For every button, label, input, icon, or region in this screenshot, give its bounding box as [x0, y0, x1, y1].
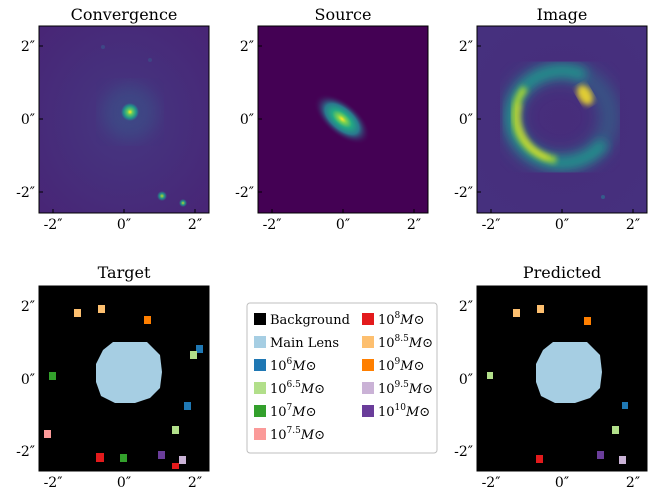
lensed-image-spot [576, 84, 594, 106]
legend-swatch [362, 336, 374, 348]
predicted-panel: Predicted [476, 263, 648, 472]
predicted-subhalos [487, 305, 628, 464]
x-tick-label: 0″ [555, 475, 569, 489]
x-tick-label: 2″ [626, 217, 640, 233]
target-panel: Target [38, 263, 210, 472]
y-tick-label: -2″ [235, 185, 254, 201]
y-tick-label: 0″ [459, 112, 473, 128]
convergence-subhalo [157, 191, 167, 201]
legend-label: 106.5M⊙ [270, 380, 325, 397]
image-title: Image [537, 5, 588, 24]
legend: Background Main Lens 106M⊙ 106.5M⊙ 107M⊙ 107.… [246, 302, 438, 454]
legend-label: 1010M⊙ [378, 403, 430, 420]
x-tick-label: 0″ [117, 217, 131, 233]
target-main-lens [96, 342, 162, 403]
legend-swatch [254, 428, 266, 440]
axis-ticks: 2″ 0″ -2″ -2″ 0″ 2″ 2″ 0″ -2″ -2″ 0″ 2″ 2″ 0″ -2″ -2″ 0″… [16, 39, 640, 489]
convergence-main-peak [121, 103, 139, 121]
y-tick-label: 2″ [21, 39, 35, 55]
target-title: Target [98, 263, 151, 282]
y-tick-label: 0″ [240, 112, 254, 128]
legend-label: 107.5M⊙ [270, 426, 325, 443]
legend-label: 107M⊙ [270, 403, 317, 420]
legend-label: 108M⊙ [378, 311, 425, 328]
legend-box [246, 302, 438, 454]
legend-label: Main Lens [270, 336, 339, 351]
x-tick-label: 2″ [407, 217, 421, 233]
x-tick-label: 2″ [626, 475, 640, 489]
legend-label: Background [270, 313, 350, 328]
legend-swatch [254, 336, 266, 348]
legend-label: 109.5M⊙ [378, 380, 433, 397]
x-tick-label: 0″ [555, 217, 569, 233]
y-tick-label: -2″ [454, 185, 473, 201]
predicted-main-lens [536, 342, 602, 403]
legend-swatch [254, 359, 266, 371]
x-tick-label: 2″ [188, 475, 202, 489]
x-tick-label: -2″ [44, 475, 63, 489]
y-tick-label: -2″ [16, 185, 35, 201]
x-tick-label: -2″ [263, 217, 282, 233]
convergence-title: Convergence [71, 5, 178, 24]
legend-swatch [254, 382, 266, 394]
legend-label: 106M⊙ [270, 357, 317, 374]
legend-swatch [254, 405, 266, 417]
y-tick-label: 2″ [459, 39, 473, 55]
x-tick-label: 2″ [188, 217, 202, 233]
convergence-panel: Convergence [38, 5, 210, 214]
source-title: Source [315, 5, 372, 24]
x-tick-label: -2″ [482, 475, 501, 489]
legend-label: 108.5M⊙ [378, 334, 433, 351]
y-tick-label: 2″ [459, 299, 473, 315]
y-tick-label: -2″ [454, 444, 473, 460]
x-tick-label: -2″ [44, 217, 63, 233]
image-panel: Image [476, 5, 648, 214]
y-tick-label: 0″ [459, 372, 473, 388]
x-tick-label: -2″ [482, 217, 501, 233]
legend-swatch [254, 313, 266, 325]
y-tick-label: 0″ [21, 372, 35, 388]
target-subhalos [44, 305, 203, 469]
y-tick-label: 2″ [240, 39, 254, 55]
source-galaxy [313, 93, 371, 145]
legend-swatch [362, 382, 374, 394]
y-tick-label: -2″ [16, 444, 35, 460]
legend-label: 109M⊙ [378, 357, 425, 374]
convergence-subhalo [179, 199, 187, 207]
y-tick-label: 2″ [21, 299, 35, 315]
source-panel: Source [257, 5, 429, 214]
predicted-title: Predicted [523, 263, 601, 282]
legend-swatch [362, 405, 374, 417]
y-tick-label: 0″ [21, 112, 35, 128]
x-tick-label: 0″ [336, 217, 350, 233]
legend-swatch [362, 313, 374, 325]
legend-swatch [362, 359, 374, 371]
x-tick-label: 0″ [117, 475, 131, 489]
